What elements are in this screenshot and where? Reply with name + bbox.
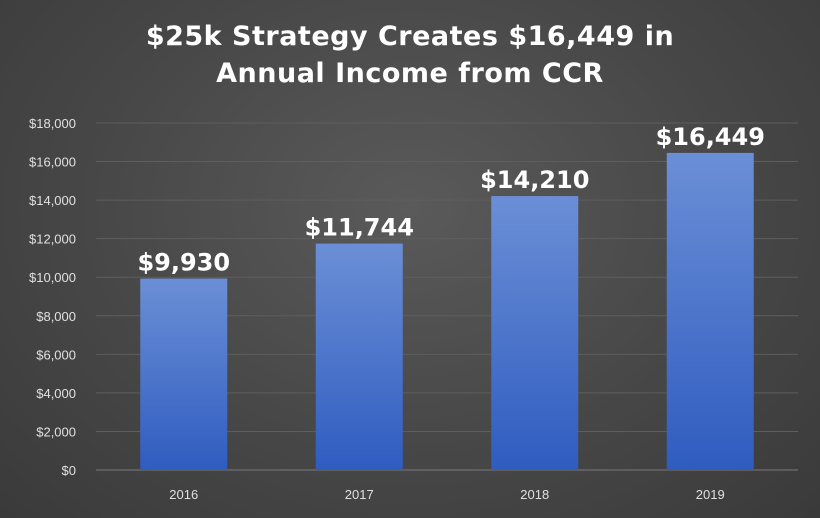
y-tick-label: $18,000 (29, 116, 76, 131)
x-tick-label: 2017 (345, 487, 374, 502)
y-tick-label: $10,000 (29, 270, 76, 285)
x-tick-label: 2018 (520, 487, 549, 502)
x-axis: 2016 2017 2018 2019 (169, 487, 724, 502)
data-labels: $9,930 $11,744 $14,210 $16,449 (137, 123, 764, 277)
bar (315, 243, 403, 470)
x-tick-label: 2019 (696, 487, 725, 502)
y-tick-label: $2,000 (36, 424, 76, 439)
y-axis: $0 $2,000 $4,000 $6,000 $8,000 $10,000 $12,000… (29, 116, 76, 478)
y-tick-label: $0 (62, 463, 76, 478)
data-label: $14,210 (480, 166, 589, 194)
bar (140, 278, 228, 470)
x-tick-label: 2016 (169, 487, 198, 502)
y-tick-label: $14,000 (29, 193, 76, 208)
chart-title-line-1: $25k Strategy Creates $16,449 in (145, 21, 675, 52)
y-tick-label: $16,000 (29, 155, 76, 170)
data-label: $16,449 (656, 123, 765, 151)
chart-title: $25k Strategy Creates $16,449 in Annual … (0, 18, 820, 92)
y-tick-label: $12,000 (29, 232, 76, 247)
data-label: $9,930 (137, 249, 230, 277)
y-tick-label: $4,000 (36, 386, 76, 401)
y-tick-label: $8,000 (36, 309, 76, 324)
bar (666, 152, 754, 470)
data-label: $11,744 (305, 214, 414, 242)
bar (491, 196, 579, 470)
y-tick-label: $6,000 (36, 347, 76, 362)
chart-title-line-2: Annual Income from CCR (216, 58, 604, 89)
bars (140, 152, 754, 470)
